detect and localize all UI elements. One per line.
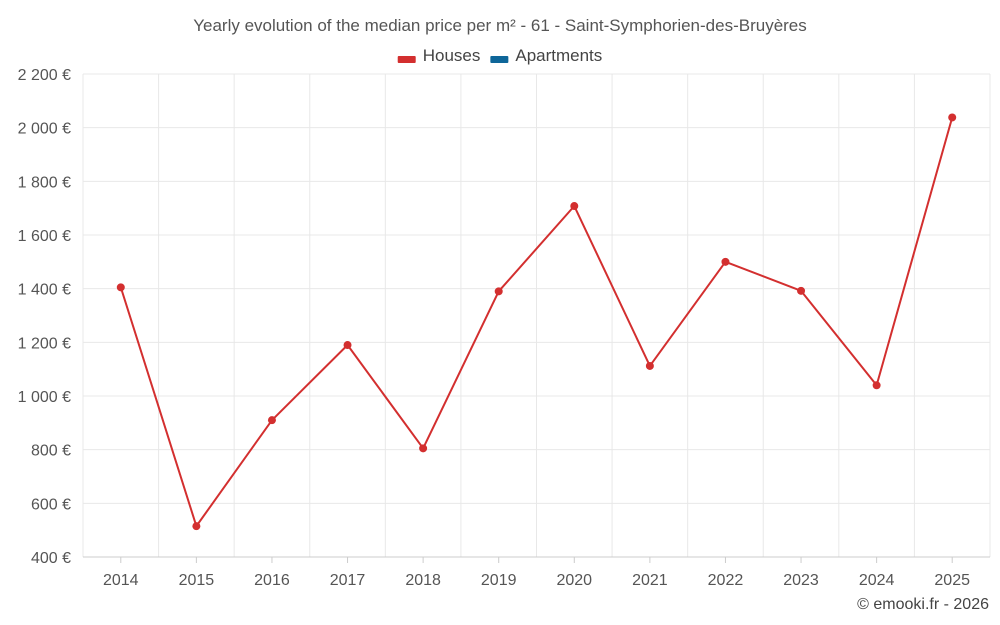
- series-layer: [116, 113, 957, 531]
- y-tick-label: 1 800 €: [18, 174, 71, 191]
- x-tick-label: 2014: [103, 572, 139, 589]
- legend-swatch: [397, 56, 416, 63]
- x-axis: 2014 2015 2016 2017 2018 2019 2020 2021 2022 2023…: [83, 556, 990, 589]
- x-tick-label: 2023: [783, 572, 819, 589]
- y-tick-label: 2 000 €: [18, 121, 71, 138]
- data-point-houses[interactable]: [116, 283, 125, 292]
- x-tick-label: 2017: [330, 572, 366, 589]
- x-tick-label: 2025: [934, 572, 970, 589]
- x-tick-label: 2020: [556, 572, 592, 589]
- grid: [82, 73, 991, 557]
- data-point-houses[interactable]: [948, 113, 957, 122]
- y-tick-label: 800 €: [31, 443, 71, 460]
- x-tick-label: 2019: [481, 572, 517, 589]
- data-point-houses[interactable]: [721, 257, 730, 266]
- data-point-houses[interactable]: [494, 287, 503, 296]
- y-tick-label: 1 400 €: [18, 282, 71, 299]
- y-tick-label: 600 €: [31, 496, 71, 513]
- data-point-houses[interactable]: [419, 444, 428, 453]
- data-point-houses[interactable]: [570, 202, 579, 211]
- y-tick-label: 1 000 €: [18, 389, 71, 406]
- y-tick-label: 400 €: [31, 550, 71, 567]
- legend: Houses Apartments: [397, 46, 602, 65]
- y-tick-label: 1 200 €: [18, 335, 71, 352]
- data-point-houses[interactable]: [267, 416, 276, 425]
- x-tick-label: 2016: [254, 572, 290, 589]
- legend-label: Apartments: [515, 46, 602, 65]
- y-tick-label: 1 600 €: [18, 228, 71, 245]
- data-point-houses[interactable]: [872, 381, 881, 390]
- legend-item-apartments[interactable]: Apartments: [490, 46, 602, 65]
- data-point-houses[interactable]: [343, 341, 352, 350]
- legend-swatch: [490, 56, 509, 63]
- y-tick-label: 2 200 €: [18, 67, 71, 84]
- x-tick-label: 2022: [708, 572, 744, 589]
- x-tick-label: 2018: [405, 572, 441, 589]
- series-line-houses: [119, 117, 954, 528]
- x-tick-label: 2024: [859, 572, 895, 589]
- legend-label: Houses: [423, 46, 481, 65]
- legend-item-houses[interactable]: Houses: [397, 46, 481, 65]
- y-axis: 400 € 600 € 800 € 1 000 € 1 200 € 1 400 € 1 60…: [18, 67, 71, 567]
- data-point-houses[interactable]: [645, 361, 654, 370]
- x-tick-label: 2021: [632, 572, 668, 589]
- data-point-houses[interactable]: [797, 286, 806, 295]
- credit-text: © emooki.fr - 2026: [857, 596, 989, 613]
- chart-title: Yearly evolution of the median price per…: [193, 16, 807, 35]
- x-tick-label: 2015: [179, 572, 215, 589]
- data-point-houses[interactable]: [192, 522, 201, 531]
